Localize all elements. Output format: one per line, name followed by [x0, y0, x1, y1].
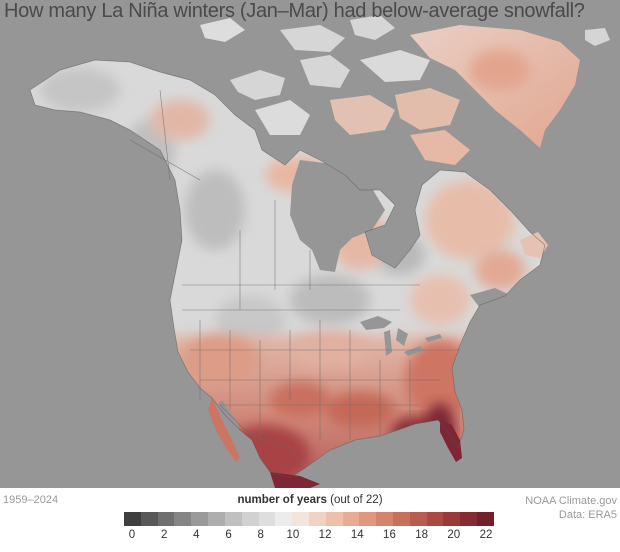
- hudson-bay: [290, 160, 385, 272]
- lake-huron: [396, 328, 408, 346]
- legend-title: number of years (out of 22): [0, 494, 620, 506]
- legend-tick-label: 2: [160, 529, 168, 541]
- lake-ontario: [425, 334, 442, 342]
- legend-swatch: [376, 512, 393, 526]
- legend-tick-label: 6: [225, 529, 232, 541]
- legend-swatch: [460, 512, 478, 526]
- legend-tick-label: 12: [318, 529, 332, 541]
- legend-title-bold: number of years: [237, 494, 327, 506]
- baja-california: [208, 398, 240, 462]
- period-label: 1959–2024: [3, 494, 59, 506]
- credit: NOAA Climate.gov Data: ERA5: [525, 494, 617, 522]
- map-graphic: [29, 15, 610, 488]
- lake-superior: [360, 316, 392, 330]
- legend-swatch: [325, 512, 343, 526]
- legend-swatch: [224, 512, 242, 526]
- legend-swatch: [409, 512, 427, 526]
- legend-swatch: [393, 512, 410, 526]
- legend-swatch: [258, 512, 276, 526]
- legend-tick-label: 8: [257, 529, 264, 541]
- legend-swatch: [292, 512, 309, 526]
- credit-data: Data: ERA5: [558, 509, 617, 521]
- legend-swatch: [140, 512, 158, 526]
- political-borders: [129, 89, 460, 469]
- lake-erie: [404, 346, 424, 356]
- legend-title-rest: (out of 22): [326, 494, 383, 506]
- legend-swatch: [426, 512, 444, 526]
- legend-swatch: [342, 512, 360, 526]
- arctic-islands: [200, 15, 470, 165]
- legend-swatch: [191, 512, 209, 526]
- legend-tick-label: 14: [350, 529, 364, 541]
- legend-tick-label: 16: [383, 529, 396, 541]
- legend-swatch: [477, 512, 494, 526]
- legend-tick-label: 18: [415, 529, 429, 541]
- newfoundland: [520, 232, 548, 258]
- florida-peninsula: [440, 420, 462, 462]
- legend-tick-label: 4: [193, 529, 200, 541]
- legend-swatch: [308, 512, 326, 526]
- legend-tick-label: 20: [447, 529, 461, 541]
- iceland: [585, 28, 610, 46]
- footer: 1959–2024 number of years (out of 22) 0 2…: [0, 488, 620, 552]
- legend-swatch: [275, 512, 293, 526]
- legend-tick-label: 22: [479, 529, 493, 541]
- legend-swatch: [208, 512, 225, 526]
- legend-tick-label: 10: [286, 529, 300, 541]
- legend-swatch: [124, 512, 141, 526]
- legend-swatch: [359, 512, 377, 526]
- legend-swatch: [157, 512, 175, 526]
- legend-color-bar: [124, 512, 494, 526]
- credit-source: NOAA Climate.gov: [525, 495, 617, 507]
- legend-swatch: [174, 512, 192, 526]
- map-title: How many La Niña winters (Jan–Mar) had b…: [4, 0, 585, 22]
- legend-swatch: [443, 512, 461, 526]
- snowfall-map: How many La Niña winters (Jan–Mar) had b…: [0, 0, 620, 488]
- legend-swatch: [241, 512, 259, 526]
- lake-michigan: [384, 330, 392, 356]
- legend-tick-label: 0: [128, 529, 136, 541]
